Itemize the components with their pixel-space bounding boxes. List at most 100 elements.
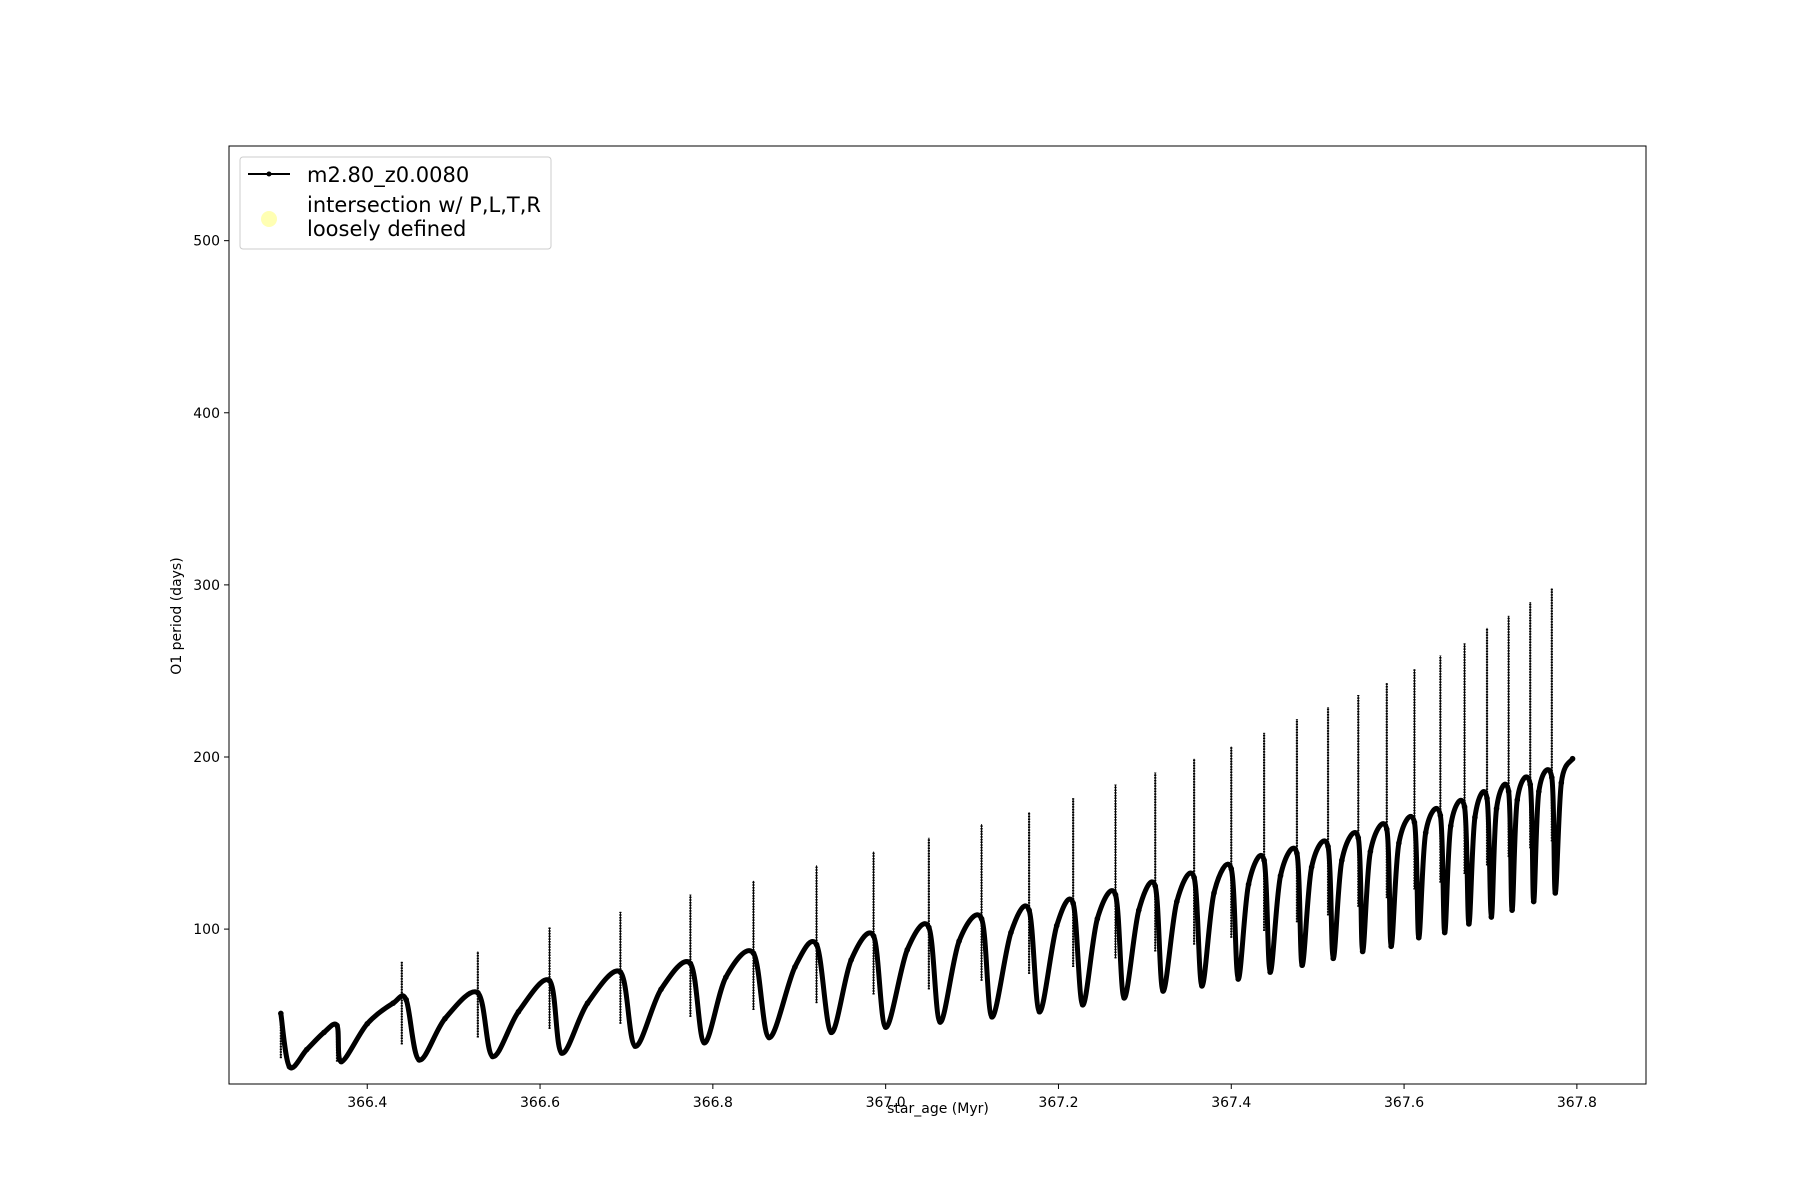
series-point	[1008, 929, 1014, 936]
series-point	[403, 996, 409, 1003]
series-point	[1261, 857, 1267, 864]
x-tick-label: 366.8	[693, 1095, 733, 1111]
series-point	[1367, 848, 1374, 855]
series-point	[1355, 835, 1362, 841]
series-point	[1112, 891, 1119, 898]
legend-box	[239, 156, 552, 250]
plot-area	[278, 588, 1576, 1071]
series-point	[1514, 797, 1521, 803]
series-point	[390, 1000, 396, 1006]
plot-frame	[228, 145, 1647, 1085]
series-point	[1245, 881, 1252, 888]
series-point	[558, 1050, 565, 1056]
series-point	[1388, 943, 1394, 950]
series-point	[1294, 850, 1300, 857]
legend-entry-intersection: intersection w/ P,L,T,R loosely defined	[307, 193, 541, 241]
series-point	[1527, 781, 1534, 788]
series-point	[937, 1019, 943, 1025]
series-point	[701, 1039, 708, 1046]
series-point	[1422, 829, 1429, 836]
series-point	[687, 960, 694, 967]
series-point	[870, 933, 877, 939]
series-point	[321, 1029, 327, 1036]
legend-marker-icon	[266, 171, 272, 177]
series-point	[1472, 814, 1478, 821]
series-point	[364, 1020, 371, 1027]
series-point	[1536, 788, 1542, 795]
series-point	[1552, 890, 1559, 896]
series-point	[848, 957, 854, 963]
legend-entry-line: loosely defined	[307, 217, 466, 241]
legend: m2.80_z0.0080 intersection w/ P,L,T,R loo…	[239, 156, 552, 250]
series-point	[617, 969, 624, 975]
x-tick-label: 367.0	[866, 1095, 906, 1111]
series-point	[1383, 826, 1390, 833]
series-point	[1437, 812, 1444, 819]
y-tick-label: 300	[193, 578, 220, 594]
x-axis: 366.4 366.6 366.8 367.0 367.2 367.4 367.6 367.8	[347, 1084, 1597, 1111]
y-tick-label: 200	[193, 750, 220, 766]
series-point	[1299, 962, 1305, 969]
series-point	[416, 1057, 422, 1063]
series-point	[1053, 922, 1060, 929]
series-point	[338, 1058, 345, 1065]
series-point	[1466, 921, 1472, 927]
series-point	[1325, 843, 1331, 850]
x-axis-label: star_age (Myr)	[887, 1101, 989, 1117]
series-point	[1308, 864, 1315, 870]
series-point	[1121, 995, 1127, 1001]
series-point	[1396, 840, 1402, 846]
series-point	[658, 986, 664, 993]
series-point	[1411, 819, 1418, 826]
series-point	[1558, 780, 1565, 786]
series-point	[766, 1034, 772, 1041]
y-tick-label: 400	[193, 406, 220, 422]
series-point	[882, 1024, 889, 1031]
series-point	[1070, 900, 1076, 907]
series-point	[584, 1000, 591, 1006]
x-tick-label: 367.6	[1384, 1095, 1424, 1111]
series-point	[813, 941, 820, 948]
legend-entry-series: m2.80_z0.0080	[307, 163, 469, 188]
series-point	[1447, 823, 1454, 829]
series-point	[1330, 955, 1337, 962]
series-point	[286, 1063, 293, 1070]
series-point	[515, 1008, 522, 1015]
series-point	[1191, 874, 1197, 881]
series-point	[1136, 907, 1142, 913]
y-axis-label: O1 period (days)	[169, 557, 185, 674]
series-point	[632, 1043, 638, 1049]
series-point	[1235, 976, 1241, 982]
series-point	[1267, 969, 1273, 975]
series-point	[1569, 755, 1576, 762]
series-point	[1484, 795, 1490, 802]
series-point	[1211, 890, 1217, 896]
series-point	[1160, 988, 1166, 994]
x-tick-label: 367.4	[1211, 1095, 1251, 1111]
series-point	[723, 974, 729, 981]
series-point	[1509, 907, 1515, 913]
series-point	[1441, 929, 1448, 936]
legend-entry-line: intersection w/ P,L,T,R	[307, 193, 541, 217]
series-point	[1493, 805, 1500, 812]
legend-point-icon	[261, 211, 277, 227]
series-point	[904, 946, 911, 953]
series-point	[1026, 907, 1032, 913]
series-point	[750, 950, 757, 956]
series-point	[1174, 898, 1180, 905]
series-point	[792, 964, 798, 970]
series-point	[1359, 948, 1366, 955]
series-point	[546, 977, 553, 984]
series-point	[303, 1046, 310, 1053]
y-tick-label: 100	[193, 922, 220, 938]
series-point	[978, 915, 985, 922]
series-point	[442, 1015, 448, 1022]
series-point	[1549, 774, 1555, 781]
series-point	[489, 1053, 496, 1060]
series-point	[1199, 983, 1205, 989]
series-point	[926, 924, 932, 931]
series-point	[1228, 866, 1235, 872]
series-point	[334, 1022, 340, 1029]
series-point	[1152, 883, 1159, 889]
